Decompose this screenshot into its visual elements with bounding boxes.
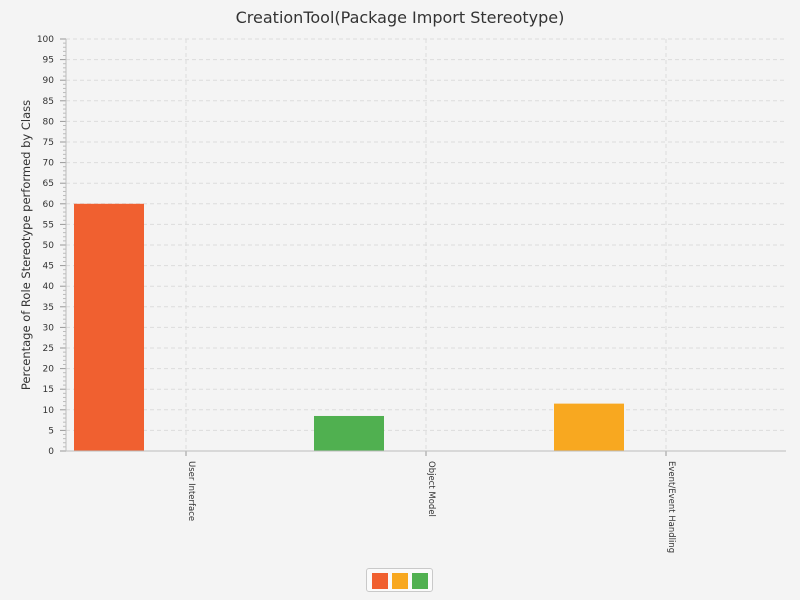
y-tick-label: 60 [43,200,55,210]
y-tick-label: 100 [37,35,54,45]
y-tick-label: 5 [48,426,54,436]
y-tick-label: 55 [43,220,54,230]
y-tick-label: 95 [43,56,54,66]
grid-lines [66,38,786,451]
y-tick-label: 15 [43,385,54,395]
legend-swatch-1 [372,573,388,589]
y-tick-label: 75 [43,138,54,148]
x-tick-label: Event/Event Handling [666,461,676,553]
y-tick-label: 90 [43,76,55,86]
x-axis: User Interface Object Model Event/Event Ha… [66,450,786,553]
y-tick-label: 10 [43,406,55,416]
y-tick-label: 40 [43,282,55,292]
y-axis-label: Percentage of Role Stereotype performed … [19,100,33,390]
y-tick-label: 65 [43,179,54,189]
y-tick-label: 30 [43,323,55,333]
y-tick-label: 85 [43,97,54,107]
bar [554,403,624,451]
legend [366,568,433,592]
y-tick-label: 25 [43,344,54,354]
y-tick-label: 0 [48,447,54,457]
y-axis: 0 5 10 15 20 25 30 35 40 45 50 55 60 65 70 75 80 85 90 95 10… [37,35,67,457]
bar [314,415,384,451]
x-tick-label: Object Model [426,461,436,517]
bar [74,203,144,451]
x-tick-label: User Interface [186,461,196,521]
y-tick-label: 20 [43,365,55,375]
y-tick-label: 35 [43,303,54,313]
bars [74,203,624,451]
y-tick-label: 80 [43,117,55,127]
y-tick-label: 50 [43,241,55,251]
legend-swatch-2 [392,573,408,589]
y-tick-label: 70 [43,159,55,169]
chart-title: CreationTool(Package Import Stereotype) [236,8,565,27]
legend-swatch-3 [412,573,428,589]
y-tick-label: 45 [43,262,54,272]
